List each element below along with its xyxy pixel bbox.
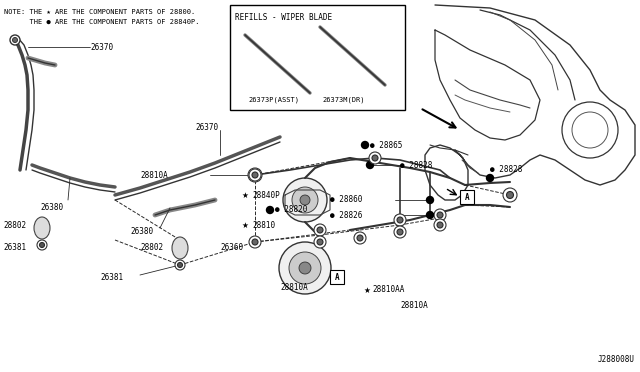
- Text: 28810AA: 28810AA: [372, 285, 404, 295]
- Text: J288008U: J288008U: [598, 355, 635, 364]
- Text: ★: ★: [241, 190, 248, 199]
- Circle shape: [372, 155, 378, 161]
- Ellipse shape: [34, 217, 50, 239]
- Circle shape: [426, 196, 433, 203]
- Circle shape: [300, 195, 310, 205]
- Circle shape: [434, 219, 446, 231]
- Circle shape: [437, 222, 443, 228]
- Circle shape: [317, 239, 323, 245]
- Circle shape: [354, 232, 366, 244]
- Circle shape: [314, 224, 326, 236]
- Circle shape: [317, 227, 323, 233]
- Circle shape: [434, 209, 446, 221]
- Text: ● 28860: ● 28860: [330, 196, 362, 205]
- Text: 26380: 26380: [130, 228, 153, 237]
- Text: ● 28826: ● 28826: [330, 211, 362, 219]
- Circle shape: [357, 235, 363, 241]
- Circle shape: [572, 112, 608, 148]
- Circle shape: [177, 263, 182, 267]
- Circle shape: [397, 217, 403, 223]
- Text: 26381: 26381: [3, 243, 26, 251]
- Text: ● 28820: ● 28820: [275, 205, 307, 215]
- Bar: [330, 270, 344, 284]
- Text: 26370: 26370: [90, 42, 113, 51]
- Circle shape: [506, 192, 513, 199]
- Text: A: A: [465, 192, 469, 202]
- Circle shape: [289, 252, 321, 284]
- Circle shape: [397, 229, 403, 235]
- Circle shape: [252, 172, 258, 178]
- Text: ● 28828: ● 28828: [400, 160, 433, 170]
- Circle shape: [292, 187, 318, 213]
- Circle shape: [10, 35, 20, 45]
- Text: 26370: 26370: [195, 122, 218, 131]
- Circle shape: [40, 243, 45, 247]
- Text: 26373M(DR): 26373M(DR): [322, 97, 365, 103]
- Ellipse shape: [172, 237, 188, 259]
- Circle shape: [437, 212, 443, 218]
- Circle shape: [486, 174, 493, 182]
- Circle shape: [252, 239, 258, 245]
- Bar: [460, 190, 474, 204]
- Circle shape: [562, 102, 618, 158]
- Text: NOTE: THE ★ ARE THE COMPONENT PARTS OF 28800.: NOTE: THE ★ ARE THE COMPONENT PARTS OF 2…: [4, 9, 195, 15]
- Text: 28802: 28802: [140, 244, 163, 253]
- Circle shape: [394, 226, 406, 238]
- Circle shape: [279, 242, 331, 294]
- Text: 26381: 26381: [100, 273, 123, 282]
- Text: THE ● ARE THE COMPONENT PARTS OF 28840P.: THE ● ARE THE COMPONENT PARTS OF 28840P.: [4, 19, 200, 25]
- Circle shape: [367, 161, 374, 169]
- Circle shape: [369, 152, 381, 164]
- Circle shape: [249, 169, 261, 181]
- Text: 28810A: 28810A: [140, 170, 168, 180]
- Circle shape: [314, 236, 326, 248]
- Text: 28810A: 28810A: [400, 301, 428, 310]
- Text: ● 28828: ● 28828: [490, 166, 522, 174]
- Circle shape: [248, 168, 262, 182]
- Text: 28810A: 28810A: [280, 283, 308, 292]
- Text: 28840P: 28840P: [252, 190, 280, 199]
- Circle shape: [362, 141, 369, 148]
- Text: ● 28865: ● 28865: [370, 141, 403, 150]
- Bar: [230, 5, 405, 110]
- Text: 28810: 28810: [252, 221, 275, 230]
- Circle shape: [249, 236, 261, 248]
- Text: 26373P(ASST): 26373P(ASST): [248, 97, 299, 103]
- Circle shape: [13, 38, 17, 42]
- Circle shape: [503, 188, 517, 202]
- Text: 26380: 26380: [40, 203, 63, 212]
- Circle shape: [426, 212, 433, 218]
- Circle shape: [283, 178, 327, 222]
- Text: ★: ★: [363, 285, 370, 295]
- Text: A: A: [335, 273, 339, 282]
- Text: ★: ★: [241, 221, 248, 230]
- Circle shape: [175, 260, 185, 270]
- Circle shape: [37, 240, 47, 250]
- Text: 28802: 28802: [3, 221, 26, 230]
- Circle shape: [299, 262, 311, 274]
- Text: REFILLS - WIPER BLADE: REFILLS - WIPER BLADE: [235, 13, 332, 22]
- Circle shape: [252, 171, 259, 179]
- Circle shape: [394, 214, 406, 226]
- Text: 26360: 26360: [220, 244, 243, 253]
- Circle shape: [266, 206, 273, 214]
